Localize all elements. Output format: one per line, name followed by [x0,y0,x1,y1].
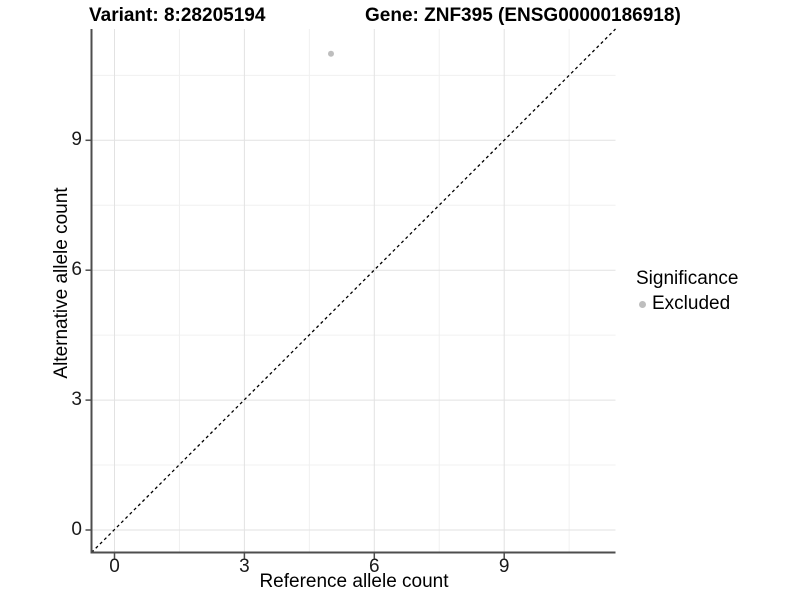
y-tick-label: 6 [71,259,82,281]
plot-title-variant: Variant: 8:28205194 [89,5,266,26]
legend: Significance Excluded [636,268,738,315]
x-tick-label: 9 [498,556,510,577]
data-point [328,50,334,57]
legend-title: Significance [636,268,739,289]
y-tick-label: 0 [71,519,82,540]
y-axis-title: Alternative allele count [51,187,72,379]
x-tick-label: 6 [369,556,380,577]
identity-dashed-line [91,28,616,553]
y-tick-label: 9 [71,129,82,151]
legend-item-excluded: Excluded [636,293,738,315]
legend-key-dot-icon [639,300,646,308]
x-tick-label: 0 [109,556,120,577]
x-tick-label: 3 [239,556,250,577]
legend-item-label: Excluded [652,293,731,314]
plot-title-gene: Gene: ZNF395 (ENSG00000186918) [365,5,681,26]
y-tick-label: 3 [71,389,82,411]
x-axis-title: Reference allele count [259,571,449,592]
